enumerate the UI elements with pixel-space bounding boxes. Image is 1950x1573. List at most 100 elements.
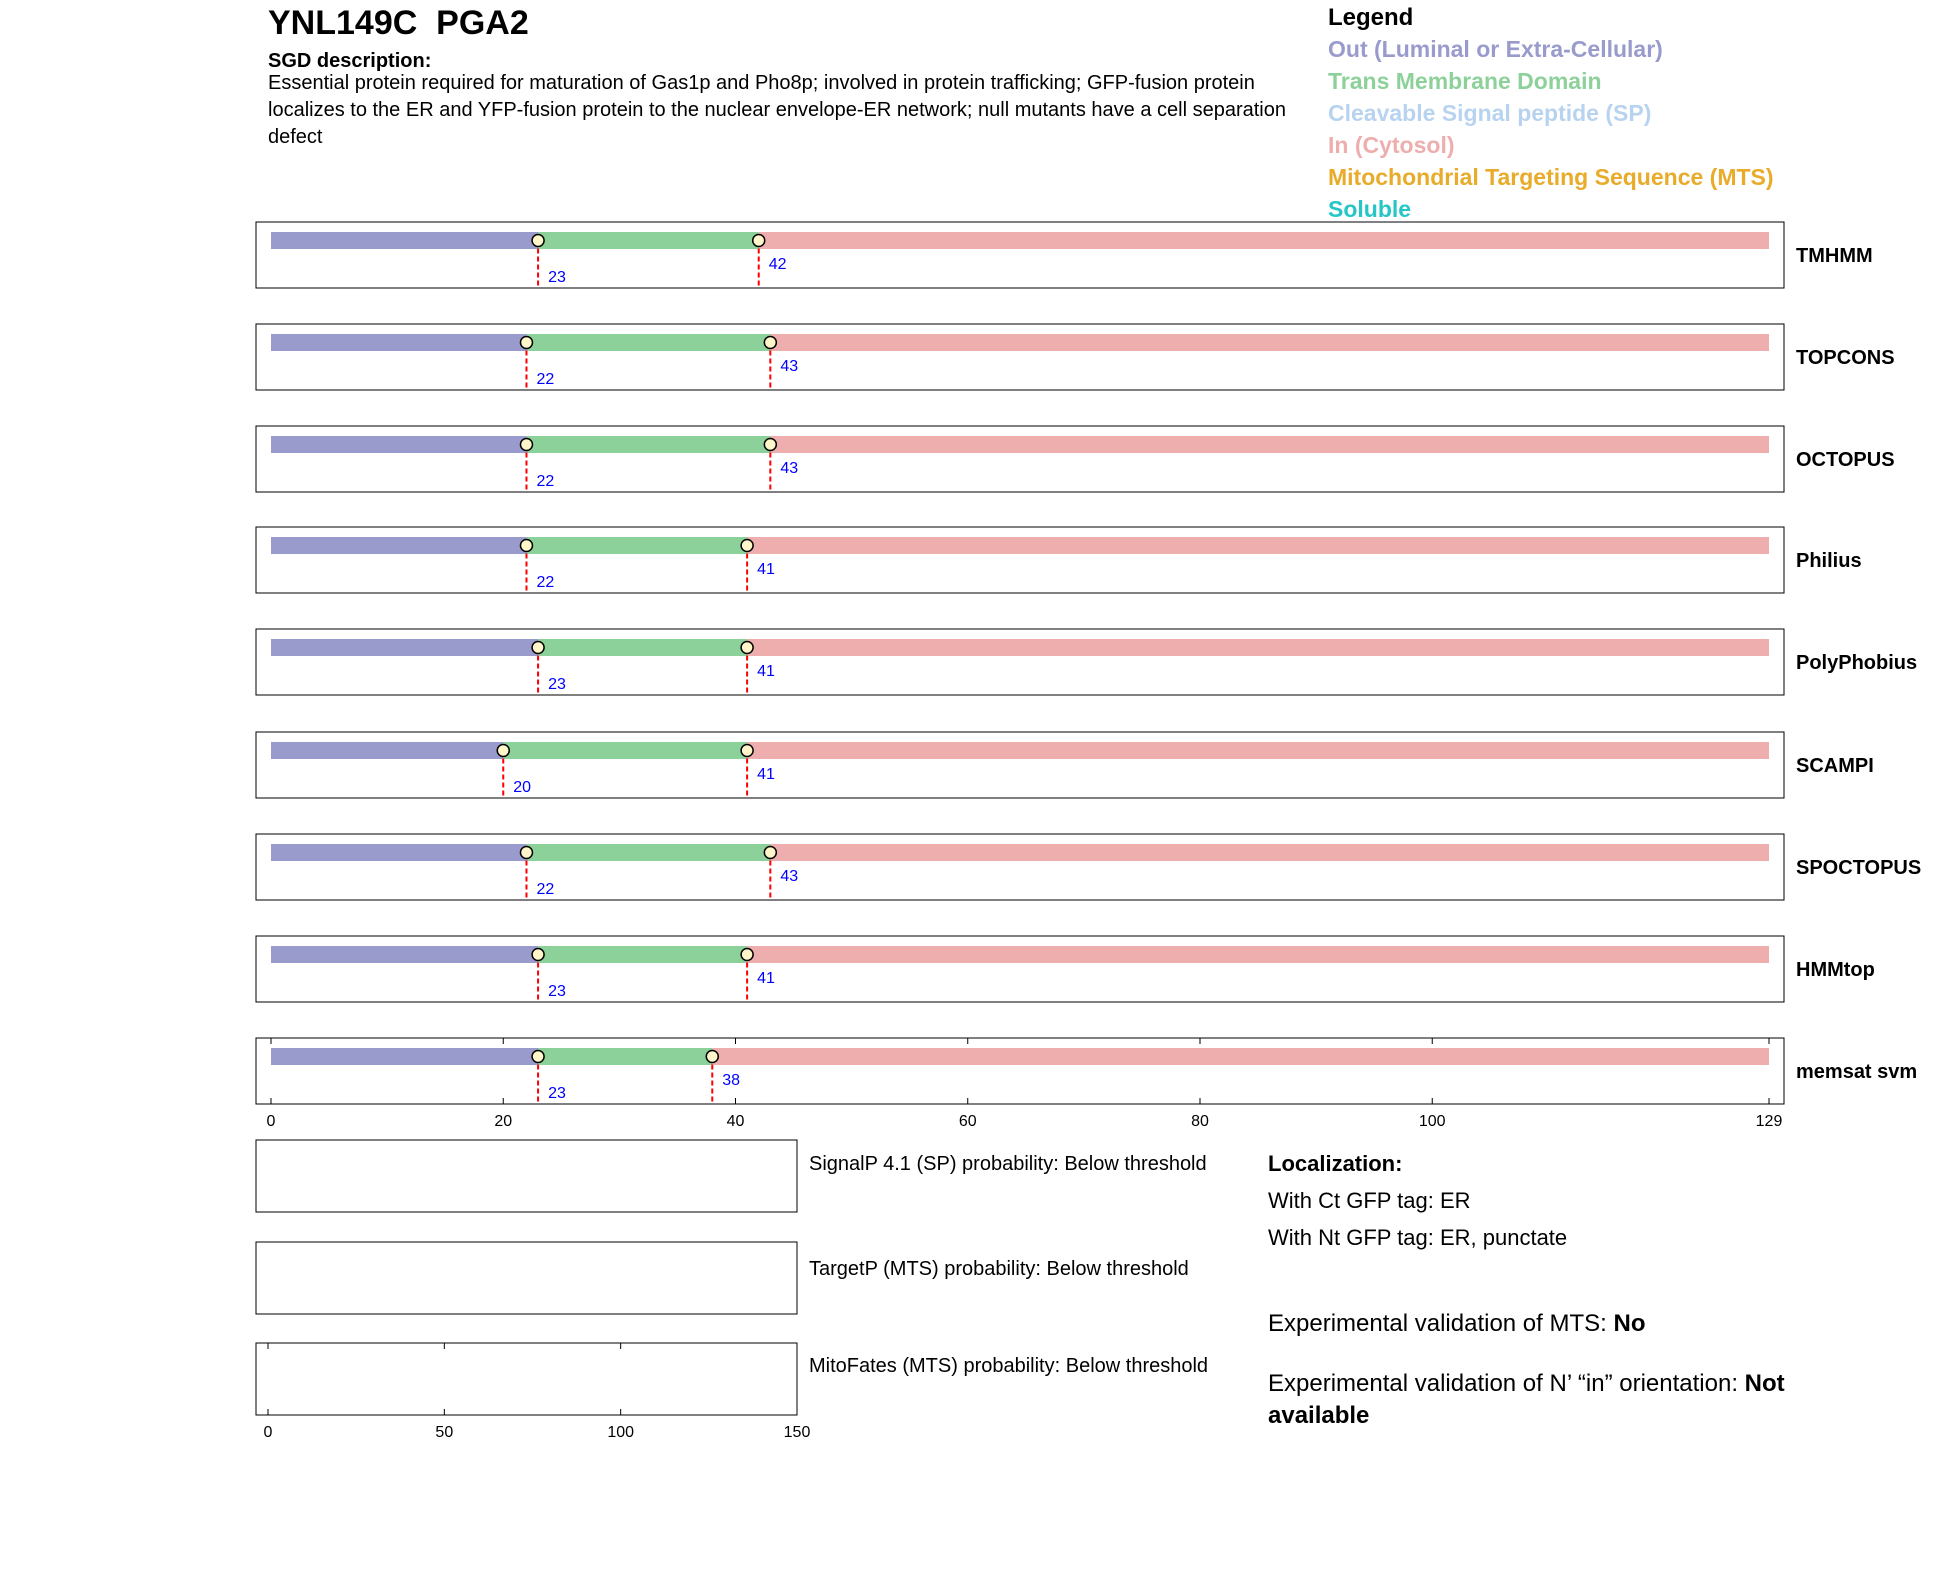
tm-segment xyxy=(526,537,748,554)
probability-panel xyxy=(255,1342,798,1416)
signalp-label: SignalP 4.1 (SP) probability: Below thre… xyxy=(809,1153,1207,1175)
targetp-label: TargetP (MTS) probability: Below thresho… xyxy=(809,1258,1189,1280)
boundary-label: 38 xyxy=(722,1072,740,1089)
boundary-marker xyxy=(496,743,510,758)
predictor-frame xyxy=(255,323,1785,391)
predictor-frame xyxy=(255,425,1785,493)
localization-ct: With Ct GFP tag: ER xyxy=(1268,1188,1471,1213)
boundary-label: 22 xyxy=(536,574,554,591)
orientation-validation-value: Not available xyxy=(1268,1370,1785,1429)
legend-item-out: Out (Luminal or Extra-Cellular) xyxy=(1328,36,1663,62)
boundary-label: 41 xyxy=(757,663,775,680)
in-segment xyxy=(747,537,1769,554)
in-segment xyxy=(770,844,1769,861)
legend-item-tm: Trans Membrane Domain xyxy=(1328,68,1602,94)
x-tick-label: 0 xyxy=(267,1113,276,1130)
predictor-row: 23 42 TMHMM xyxy=(255,221,1873,289)
orientation-validation: Experimental validation of N’ “in” orien… xyxy=(1268,1368,1888,1432)
boundary-marker xyxy=(519,845,534,860)
tm-segment xyxy=(538,1048,713,1065)
boundary-marker xyxy=(531,640,545,655)
out-segment xyxy=(271,639,539,656)
x-tick-label: 129 xyxy=(1756,1113,1783,1130)
out-segment xyxy=(271,537,527,554)
x-tick-label: 40 xyxy=(727,1113,745,1130)
out-segment xyxy=(271,844,527,861)
boundary-label: 42 xyxy=(769,256,787,273)
legend-item-in: In (Cytosol) xyxy=(1328,132,1455,158)
boundary-label: 43 xyxy=(780,868,798,885)
predictor-name: Philius xyxy=(1796,550,1862,572)
boundary-marker xyxy=(531,1049,545,1064)
predictor-row: 23 38 memsat svm xyxy=(255,1037,1917,1105)
boundary-label: 23 xyxy=(548,1085,566,1102)
tm-segment xyxy=(526,436,771,453)
predictor-row: 22 41 Philius xyxy=(255,526,1862,594)
boundary-label: 22 xyxy=(536,371,554,388)
predictor-frame xyxy=(255,731,1785,799)
orientation-validation-label: Experimental validation of N’ “in” orien… xyxy=(1268,1370,1745,1397)
predictor-frame xyxy=(255,833,1785,901)
predictor-name: OCTOPUS xyxy=(1796,449,1895,471)
boundary-label: 20 xyxy=(513,779,531,796)
prob-tick-label: 100 xyxy=(607,1424,634,1441)
tm-segment xyxy=(503,742,748,759)
probability-panel xyxy=(255,1139,798,1213)
x-tick-label: 60 xyxy=(959,1113,977,1130)
mitofates-label: MitoFates (MTS) probability: Below thres… xyxy=(809,1355,1209,1377)
boundary-marker xyxy=(763,437,778,452)
boundary-marker xyxy=(531,947,545,962)
boundary-marker xyxy=(705,1049,720,1064)
tm-segment xyxy=(538,946,748,963)
boundary-marker xyxy=(740,947,754,962)
out-segment xyxy=(271,436,527,453)
prob-tick-label: 50 xyxy=(435,1424,453,1441)
predictor-name: memsat svm xyxy=(1796,1061,1917,1083)
predictor-frame xyxy=(255,221,1785,289)
boundary-marker xyxy=(519,538,534,553)
boundary-marker xyxy=(519,437,534,452)
predictor-row: 23 41 PolyPhobius xyxy=(255,628,1917,696)
predictor-name: SCAMPI xyxy=(1796,755,1874,777)
predictor-row: 22 43 OCTOPUS xyxy=(255,425,1895,493)
boundary-marker xyxy=(763,335,778,350)
predictor-name: HMMtop xyxy=(1796,959,1875,981)
x-tick-label: 20 xyxy=(494,1113,512,1130)
boundary-marker xyxy=(763,845,778,860)
predictor-frame xyxy=(255,935,1785,1003)
boundary-marker xyxy=(740,538,754,553)
in-segment xyxy=(758,232,1769,249)
boundary-label: 43 xyxy=(780,460,798,477)
out-segment xyxy=(271,1048,539,1065)
predictor-frame xyxy=(255,1037,1785,1105)
predictor-row: 22 43 SPOCTOPUS xyxy=(255,833,1921,901)
boundary-label: 23 xyxy=(548,676,566,693)
predictor-frame xyxy=(255,526,1785,594)
out-segment xyxy=(271,946,539,963)
boundary-label: 22 xyxy=(536,473,554,490)
tm-segment xyxy=(538,639,748,656)
in-segment xyxy=(770,436,1769,453)
boundary-marker xyxy=(751,233,766,248)
localization-nt: With Nt GFP tag: ER, punctate xyxy=(1268,1225,1568,1250)
page-title: YNL149C PGA2 xyxy=(268,4,529,42)
predictor-row: 20 41 SCAMPI xyxy=(255,731,1874,799)
boundary-label: 23 xyxy=(548,269,566,286)
sgd-description-text: Essential protein required for maturatio… xyxy=(268,72,1286,148)
boundary-marker xyxy=(519,335,534,350)
mts-validation-label: Experimental validation of MTS: xyxy=(1268,1310,1614,1337)
predictor-name: PolyPhobius xyxy=(1796,652,1917,674)
mts-validation: Experimental validation of MTS: No xyxy=(1268,1308,1888,1340)
legend-item-mts: Mitochondrial Targeting Sequence (MTS) xyxy=(1328,164,1774,190)
x-tick-label: 80 xyxy=(1191,1113,1209,1130)
localization-heading: Localization: xyxy=(1268,1151,1403,1176)
probability-panel xyxy=(255,1241,798,1315)
tm-segment xyxy=(526,844,771,861)
out-segment xyxy=(271,232,539,249)
prob-tick-label: 150 xyxy=(784,1424,811,1441)
predictor-name: SPOCTOPUS xyxy=(1796,857,1921,879)
boundary-label: 23 xyxy=(548,983,566,1000)
boundary-marker xyxy=(531,233,545,248)
boundary-label: 43 xyxy=(780,358,798,375)
